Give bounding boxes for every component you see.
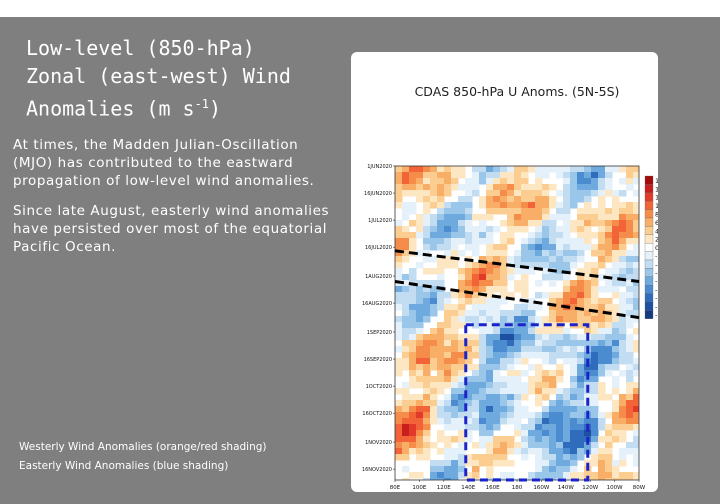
y-tick-label: 1JUL2020 — [368, 218, 392, 224]
colorbar-label: -16 — [655, 311, 658, 319]
legend-westerly: Westerly Wind Anomalies (orange/red shad… — [19, 441, 267, 453]
x-tick-label: 120W — [582, 485, 598, 491]
colorbar-label: -10 — [655, 286, 658, 294]
colorbar-swatch — [644, 301, 654, 311]
mjo-dashed-line — [394, 249, 640, 283]
x-tick-label: 100E — [412, 485, 426, 491]
annotations — [394, 249, 640, 482]
x-tick-label: 80E — [390, 485, 401, 491]
chart-title: CDAS 850-hPa U Anoms. (5N-5S) — [415, 84, 620, 99]
colorbar-swatch — [644, 251, 654, 261]
title-superscript: -1 — [194, 97, 210, 111]
colorbar: 1614121086420-2-4-6-8-10-12-14-16 — [644, 175, 658, 319]
y-tick-label: 16JUN2020 — [364, 191, 392, 197]
colorbar-swatch — [644, 268, 654, 277]
x-tick-label: 80W — [633, 485, 646, 491]
y-axis: 1JUN2020 16JUN2020 1JUL2020 16JUL2020 1AUG20… — [362, 164, 395, 473]
colorbar-label: 0 — [655, 244, 658, 252]
colorbar-label: -12 — [655, 295, 658, 303]
top-band — [0, 0, 720, 17]
colorbar-swatch — [644, 243, 654, 252]
colorbar-swatch — [644, 276, 654, 286]
colorbar-label: 2 — [655, 236, 658, 244]
colorbar-swatch — [644, 226, 654, 235]
colorbar-swatch — [644, 184, 654, 193]
easterly-paragraph: Since late August, easterly wind anomali… — [13, 203, 330, 255]
colorbar-label: -8 — [655, 278, 658, 286]
colorbar-swatch — [644, 293, 654, 303]
mjo-paragraph: At times, the Madden Julian-Oscillation … — [13, 137, 315, 189]
hovmoller-figure: CDAS 850-hPa U Anoms. (5N-5S) 1JUN2020 16… — [351, 52, 658, 492]
colorbar-label: 16 — [655, 177, 658, 185]
x-tick-label: 180 — [512, 485, 523, 491]
colorbar-swatch — [644, 175, 654, 185]
y-tick-label: 1SEP2020 — [367, 330, 392, 336]
colorbar-swatch — [644, 201, 654, 210]
y-tick-label: 16OCT2020 — [362, 411, 392, 417]
colorbar-swatch — [644, 209, 654, 219]
y-tick-label: 16SEP2020 — [364, 357, 392, 363]
title-line-2: Zonal (east-west) Wind — [26, 64, 291, 88]
x-tick-label: 140W — [558, 485, 574, 491]
y-tick-label: 1AUG2020 — [365, 274, 392, 280]
colorbar-swatch — [644, 259, 654, 269]
title-line-1: Low-level (850-hPa) — [26, 36, 255, 60]
colorbar-label: 6 — [655, 219, 658, 227]
colorbar-label: -14 — [655, 303, 658, 311]
y-tick-label: 1OCT2020 — [366, 384, 392, 390]
y-tick-label: 16AUG2020 — [362, 301, 392, 307]
colorbar-swatch — [644, 192, 654, 202]
x-tick-label: 100W — [607, 485, 623, 491]
colorbar-swatch — [644, 234, 654, 244]
colorbar-label: -6 — [655, 269, 658, 277]
anomaly-field — [395, 166, 639, 480]
colorbar-label: 4 — [655, 227, 658, 235]
colorbar-label: 12 — [655, 194, 658, 202]
x-tick-label: 160W — [533, 485, 549, 491]
colorbar-label: 10 — [655, 202, 658, 210]
colorbar-swatch — [644, 285, 654, 294]
y-tick-label: 1NOV2020 — [365, 440, 392, 446]
colorbar-label: 8 — [655, 211, 658, 219]
slide-title: Low-level (850-hPa) Zonal (east-west) Win… — [26, 34, 326, 123]
x-tick-label: 120E — [437, 485, 451, 491]
colorbar-swatch — [644, 217, 654, 227]
colorbar-label: -2 — [655, 253, 658, 261]
x-axis: 80E 100E 120E 140E 160E 180 160W 140W 120W 100W 80… — [390, 480, 646, 491]
x-tick-label: 160E — [486, 485, 500, 491]
y-tick-label: 16JUL2020 — [365, 245, 392, 251]
colorbar-swatch — [644, 310, 654, 319]
colorbar-label: -4 — [655, 261, 658, 269]
title-line-3: Anomalies (m s — [26, 96, 195, 121]
hovmoller-chart: CDAS 850-hPa U Anoms. (5N-5S) 1JUN2020 16… — [362, 84, 658, 491]
legend-easterly: Easterly Wind Anomalies (blue shading) — [19, 460, 229, 472]
y-tick-label: 1JUN2020 — [367, 164, 392, 170]
y-tick-label: 16NOV2020 — [362, 467, 392, 473]
title-close: ) — [209, 96, 222, 121]
colorbar-label: 14 — [655, 185, 658, 193]
easterly-box — [464, 323, 590, 482]
x-tick-label: 140E — [461, 485, 475, 491]
